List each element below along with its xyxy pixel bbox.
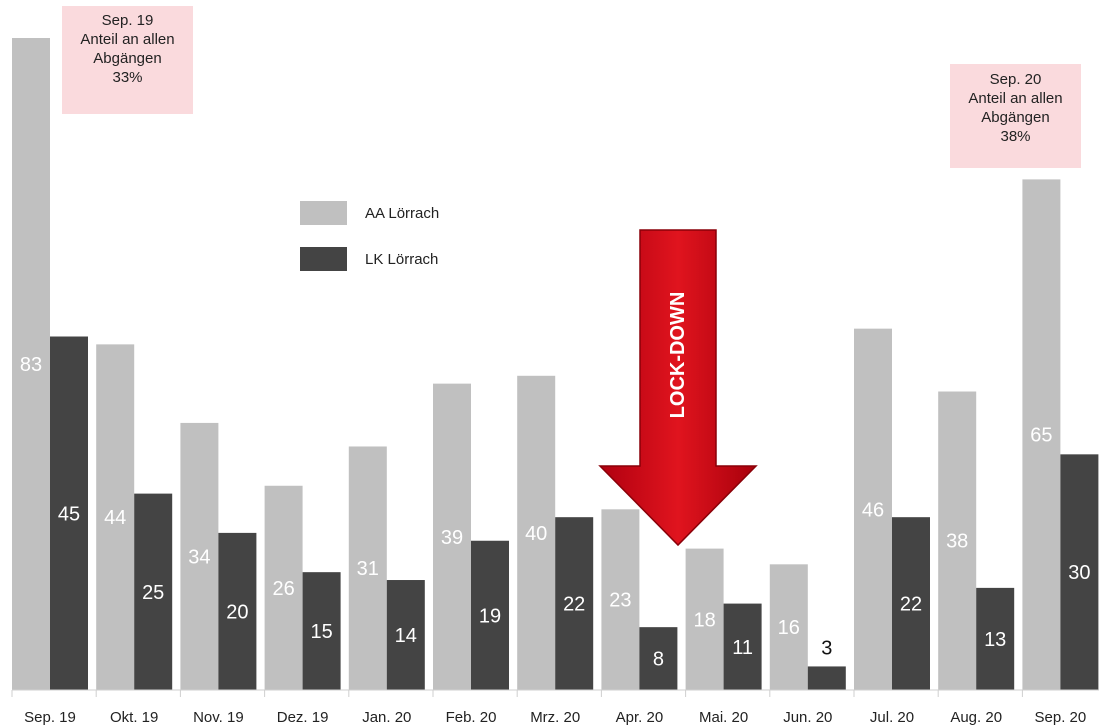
bar-aa (685, 548, 724, 690)
bar-lk (807, 666, 846, 690)
data-label: 16 (778, 617, 800, 639)
x-axis: Sep. 19 Okt. 19 Nov. 19 Dez. 19 Jan. 20 Feb. … (11, 689, 1099, 726)
x-tick-label: Jun. 20 (783, 709, 832, 726)
bar-lk (218, 532, 257, 690)
data-label: 19 (479, 605, 501, 627)
data-label: 39 (441, 527, 463, 549)
bar-aa (854, 328, 892, 690)
bar-lk (976, 587, 1015, 690)
lockdown-arrow: LOCK-DOWN (598, 229, 758, 547)
x-tick-label: Feb. 20 (446, 709, 497, 726)
bar-lk (471, 540, 509, 690)
x-tick-label: Okt. 19 (110, 709, 158, 726)
data-label: 23 (609, 590, 631, 612)
bar-aa (264, 485, 303, 690)
data-label: 15 (310, 621, 332, 643)
bar-lk (1060, 454, 1099, 690)
lockdown-arrow-label: LOCK-DOWN (667, 292, 689, 419)
legend-item-lk: LK Lörrach (300, 247, 438, 271)
data-label: 44 (104, 507, 126, 529)
data-label: 22 (563, 594, 585, 616)
legend-swatch-lk (300, 247, 347, 271)
bar-lk (302, 572, 341, 690)
data-label: 22 (900, 594, 922, 616)
bar-lk (723, 603, 762, 690)
data-label: 14 (395, 625, 417, 647)
legend-label-lk: LK Lörrach (365, 250, 439, 268)
annotation-left-line: 33% (112, 69, 143, 86)
bar-aa (517, 375, 556, 690)
data-label: 11 (732, 637, 753, 659)
data-label: 18 (693, 609, 715, 631)
bars-group: 83 45 44 25 34 20 26 15 31 14 39 19 40 22 23 8 18 11 16 3 46… (12, 38, 1099, 690)
bar-lk (555, 517, 594, 690)
annotation-right-line: Abgängen (981, 109, 1050, 126)
data-label: 3 (821, 637, 832, 659)
annotation-left: Sep. 19 Anteil an allen Abgängen 33% (62, 6, 193, 114)
annotation-right: Sep. 20 Anteil an allen Abgängen 38% (950, 64, 1081, 168)
x-tick-label: Aug. 20 (950, 709, 1002, 726)
bar-lk (386, 580, 425, 690)
bar-lk (50, 336, 88, 690)
data-label: 83 (20, 354, 42, 376)
annotation-left-line: Abgängen (93, 50, 162, 67)
data-label: 8 (653, 649, 664, 671)
data-label: 65 (1030, 425, 1052, 447)
annotation-right-line: Sep. 20 (989, 71, 1042, 88)
x-tick-label: Jul. 20 (870, 709, 914, 726)
x-tick-label: Mrz. 20 (530, 709, 580, 726)
bar-aa (1022, 179, 1061, 690)
data-label: 25 (142, 582, 164, 604)
annotation-right-line: 38% (1000, 128, 1031, 145)
data-label: 20 (226, 601, 248, 623)
data-label: 45 (58, 503, 80, 525)
bar-lk (892, 517, 930, 690)
data-label: 46 (862, 499, 884, 521)
data-label: 13 (984, 629, 1006, 651)
legend-swatch-aa (300, 201, 347, 225)
annotation-right-line: Anteil an allen (968, 90, 1063, 107)
x-tick-label: Jan. 20 (362, 709, 411, 726)
x-tick-label: Sep. 20 (1035, 709, 1087, 726)
data-label: 26 (272, 578, 294, 600)
data-label: 30 (1068, 562, 1090, 584)
legend-item-aa: AA Lörrach (300, 201, 439, 225)
x-tick-label: Dez. 19 (277, 709, 329, 726)
bar-aa (96, 344, 135, 690)
bar-aa (938, 391, 977, 690)
bar-aa (601, 509, 640, 690)
bar-lk (639, 627, 678, 690)
x-tick-label: Nov. 19 (193, 709, 244, 726)
legend-label-aa: AA Lörrach (365, 204, 440, 222)
x-tick-label: Sep. 19 (24, 709, 76, 726)
x-tick-label: Mai. 20 (699, 709, 748, 726)
data-label: 40 (525, 523, 547, 545)
bar-aa (769, 564, 808, 690)
data-label: 34 (188, 546, 210, 568)
bar-aa (433, 383, 471, 690)
annotation-left-line: Sep. 19 (101, 12, 154, 29)
x-tick-label: Apr. 20 (616, 709, 664, 726)
lockdown-arrow-shape (598, 229, 758, 547)
data-label: 31 (357, 558, 379, 580)
data-label: 38 (946, 531, 968, 553)
bar-aa (12, 38, 50, 690)
annotation-left-line: Anteil an allen (80, 31, 175, 48)
bar-lk (134, 493, 173, 690)
bar-aa (180, 422, 219, 690)
bar-aa (348, 446, 387, 690)
